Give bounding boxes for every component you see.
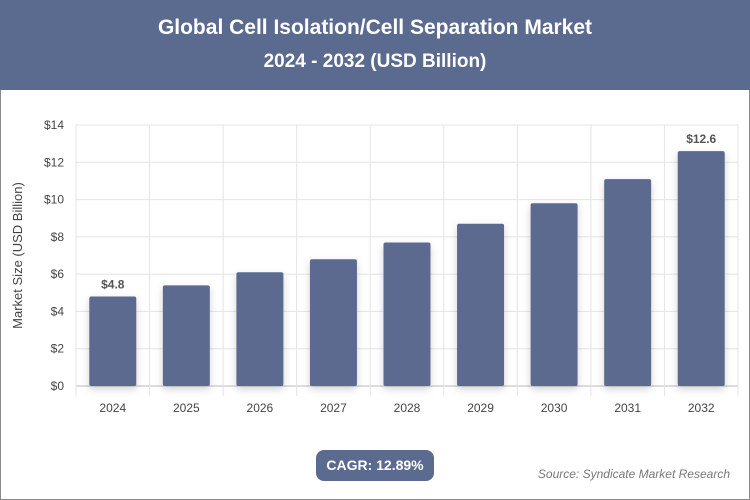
bar-2031 — [604, 179, 652, 386]
y-tick-label: $8 — [51, 230, 65, 244]
x-tick-label: 2029 — [467, 401, 494, 415]
y-tick-label: $4 — [51, 304, 65, 318]
y-tick-label: $14 — [44, 118, 64, 132]
bar-2026 — [236, 272, 284, 386]
chart-subtitle: 2024 - 2032 (USD Billion) — [263, 51, 487, 72]
x-tick-label: 2028 — [394, 401, 421, 415]
x-tick-label: 2025 — [173, 401, 200, 415]
bar-2024 — [89, 296, 137, 386]
bar-2032 — [677, 151, 725, 386]
source-note: Source: Syndicate Market Research — [537, 467, 730, 481]
x-tick-label: 2024 — [99, 401, 126, 415]
x-tick-label: 2027 — [320, 401, 347, 415]
x-tick-label: 2026 — [247, 401, 274, 415]
y-tick-label: $10 — [44, 193, 64, 207]
x-tick-label: 2032 — [688, 401, 715, 415]
x-tick-label: 2030 — [541, 401, 568, 415]
chart-header: Global Cell Isolation/Cell Separation Ma… — [0, 0, 750, 90]
bar-2029 — [457, 223, 505, 386]
data-label: $4.8 — [101, 278, 125, 292]
bar-2030 — [530, 203, 578, 386]
bar-2028 — [383, 242, 431, 386]
y-tick-label: $2 — [51, 342, 65, 356]
x-tick-label: 2031 — [614, 401, 641, 415]
bar-2027 — [309, 259, 357, 386]
bar-2025 — [162, 285, 210, 386]
y-axis-title: Market Size (USD Billion) — [10, 182, 25, 329]
y-tick-label: $6 — [51, 267, 65, 281]
cagr-badge: CAGR: 12.89% — [316, 450, 434, 481]
data-label: $12.6 — [686, 132, 716, 146]
y-tick-label: $0 — [51, 379, 65, 393]
y-tick-label: $12 — [44, 155, 64, 169]
chart-title: Global Cell Isolation/Cell Separation Ma… — [157, 16, 593, 39]
